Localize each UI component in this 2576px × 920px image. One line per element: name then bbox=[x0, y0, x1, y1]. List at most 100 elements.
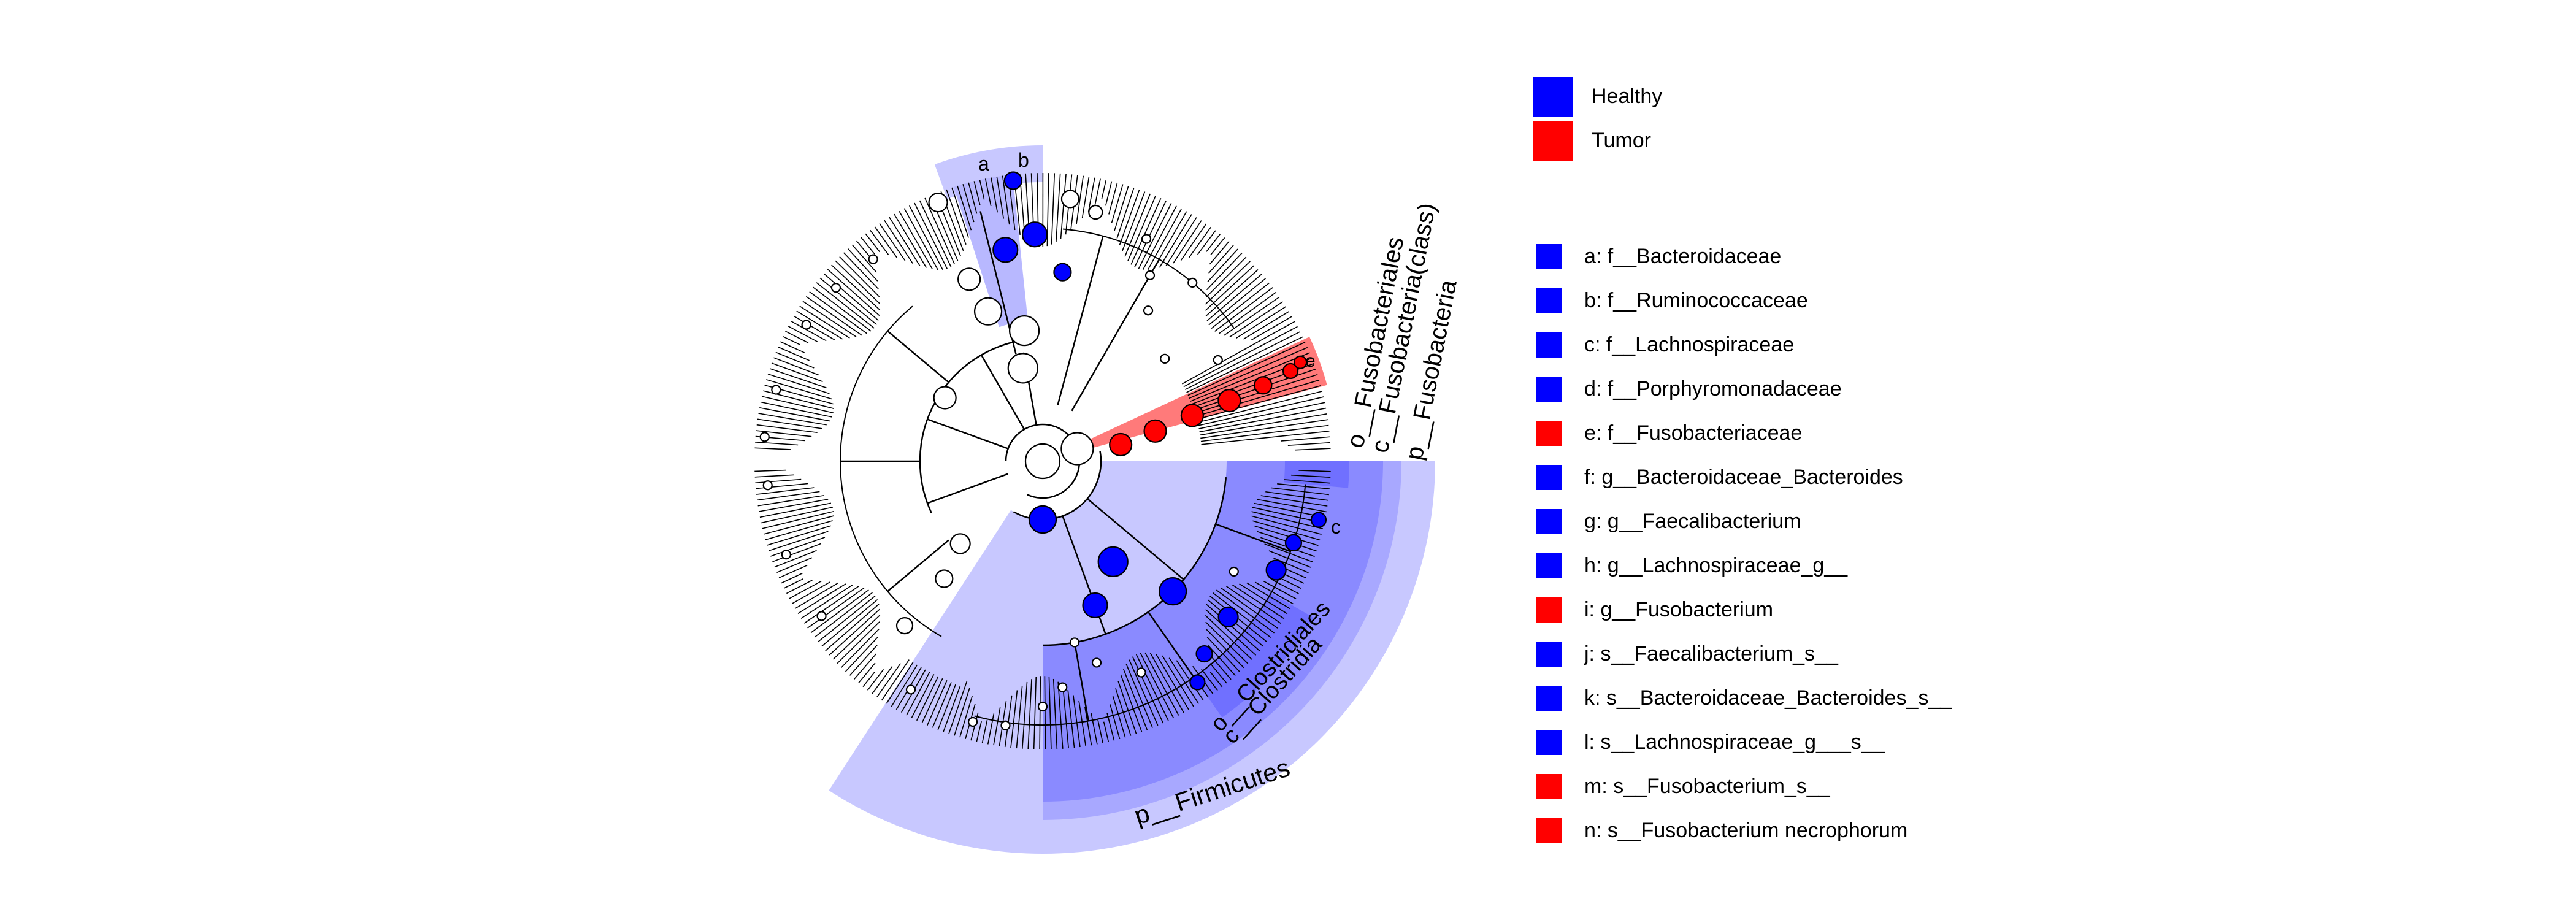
leaf-branch bbox=[814, 592, 873, 638]
leaf-branch bbox=[1205, 265, 1255, 311]
fusobacteria-class-node bbox=[1143, 419, 1167, 443]
node bbox=[1060, 432, 1094, 466]
leaf-branch bbox=[1195, 379, 1320, 417]
leaf-branch bbox=[781, 572, 803, 584]
leaf-branch bbox=[1132, 656, 1164, 724]
leaf-branch bbox=[1120, 674, 1143, 732]
leaf-branch bbox=[1206, 274, 1262, 321]
leaf-branch bbox=[1121, 191, 1146, 251]
leaf-branch bbox=[758, 413, 827, 426]
leaf-branch bbox=[802, 301, 857, 337]
bacteroides-species-node bbox=[1003, 171, 1023, 190]
leaf-branch bbox=[1265, 491, 1328, 501]
leaf-branch bbox=[1232, 585, 1285, 619]
leaf-branch bbox=[769, 368, 827, 389]
leaf-branch bbox=[987, 713, 995, 745]
leaf-branch bbox=[796, 310, 843, 340]
leaf-branch bbox=[832, 615, 881, 660]
taxa-label: i: g__Fusobacterium bbox=[1584, 598, 1774, 621]
tumor-swatch bbox=[1533, 121, 1573, 161]
leaf-branch bbox=[1281, 578, 1302, 589]
leaf-branch bbox=[770, 537, 826, 557]
fusobacterium-node bbox=[1254, 376, 1273, 395]
leaf-node bbox=[1057, 682, 1068, 692]
leaf-branch bbox=[805, 296, 862, 336]
leaf-branch bbox=[799, 305, 850, 339]
leaf-branch bbox=[791, 581, 830, 604]
node bbox=[935, 569, 954, 588]
leaf-branch bbox=[937, 684, 957, 730]
leaf-node bbox=[1141, 234, 1152, 244]
leaf-branch bbox=[1127, 196, 1156, 261]
leaf-branch bbox=[1087, 177, 1095, 212]
leaf-branch bbox=[1298, 470, 1331, 472]
taxa-swatch bbox=[1536, 377, 1562, 402]
leaf-branch bbox=[927, 680, 948, 726]
leaf-branch bbox=[1198, 396, 1324, 426]
faecalibacterium-species-node bbox=[1189, 674, 1206, 691]
leaf-branch bbox=[1027, 679, 1032, 749]
leaf-branch bbox=[1206, 252, 1243, 291]
leaf-branch bbox=[1271, 487, 1329, 496]
leaf-branch bbox=[1117, 681, 1137, 734]
leaf-branch bbox=[1277, 483, 1330, 489]
leaf-node bbox=[759, 432, 770, 442]
taxa-label: b: f__Ruminococcaceae bbox=[1584, 289, 1808, 312]
letter-e: e bbox=[1305, 351, 1316, 371]
leaf-branch bbox=[1057, 681, 1064, 749]
leaf-branch bbox=[853, 653, 876, 680]
leaf-branch bbox=[766, 379, 832, 400]
leaf-branch bbox=[1062, 685, 1069, 749]
leaf-branch bbox=[1206, 637, 1240, 672]
leaf-branch bbox=[1206, 629, 1244, 669]
leaf-branch bbox=[1221, 587, 1278, 629]
leaf-branch bbox=[754, 447, 791, 450]
leaf-branch bbox=[876, 663, 901, 697]
node bbox=[895, 617, 914, 635]
leaf-node bbox=[968, 716, 978, 727]
letter-c: c bbox=[1331, 516, 1341, 538]
leaf-branch bbox=[839, 256, 880, 297]
leaf-branch bbox=[835, 260, 881, 304]
taxa-swatch bbox=[1536, 244, 1562, 269]
leaf-branch bbox=[1187, 342, 1306, 396]
node bbox=[1060, 190, 1080, 209]
leaf-branch bbox=[891, 664, 918, 707]
leaf-branch bbox=[1184, 331, 1301, 390]
ruminococcaceae-node bbox=[1217, 606, 1239, 628]
leaf-branch bbox=[1254, 581, 1294, 605]
leaf-branch bbox=[1140, 653, 1175, 719]
fusobacterium-necrophorum-node bbox=[1294, 355, 1308, 369]
lachnospiraceae-node bbox=[1265, 559, 1287, 581]
fusobacterium-species-node bbox=[1282, 362, 1299, 380]
leaf-branch bbox=[809, 291, 867, 334]
leaf-branch bbox=[861, 237, 875, 255]
leaf-branch bbox=[1162, 655, 1194, 707]
node bbox=[928, 193, 948, 213]
internal-branch bbox=[1073, 642, 1089, 721]
internal-branch bbox=[927, 418, 1009, 450]
internal-branch bbox=[927, 473, 1009, 504]
taxa-label: e: f__Fusobacteriaceae bbox=[1584, 421, 1803, 445]
leaf-branch bbox=[973, 181, 981, 205]
leaf-branch bbox=[1208, 278, 1266, 326]
leaf-branch bbox=[1048, 677, 1052, 749]
letter-a: a bbox=[978, 153, 989, 175]
leaf-node bbox=[1144, 270, 1156, 280]
leaf-branch bbox=[794, 582, 838, 609]
taxa-label: c: f__Lachnospiraceae bbox=[1584, 333, 1795, 356]
leaf-branch bbox=[1103, 721, 1110, 742]
leaf-branch bbox=[776, 557, 813, 573]
leaf-branch bbox=[996, 176, 1005, 219]
legend-item-tumor: Tumor bbox=[1533, 121, 1651, 161]
internal-branch bbox=[1148, 611, 1195, 678]
leaf-branch bbox=[1165, 217, 1197, 266]
leaf-branch bbox=[759, 502, 832, 518]
taxa-legend-item: n: s__Fusobacterium necrophorum bbox=[1536, 818, 1907, 843]
internal-branch bbox=[1086, 498, 1184, 580]
leaf-branch bbox=[756, 430, 812, 437]
leaf-branch bbox=[993, 707, 1001, 746]
leaf-branch bbox=[771, 362, 823, 382]
leaf-branch bbox=[762, 510, 834, 529]
leaf-branch bbox=[1004, 695, 1013, 748]
